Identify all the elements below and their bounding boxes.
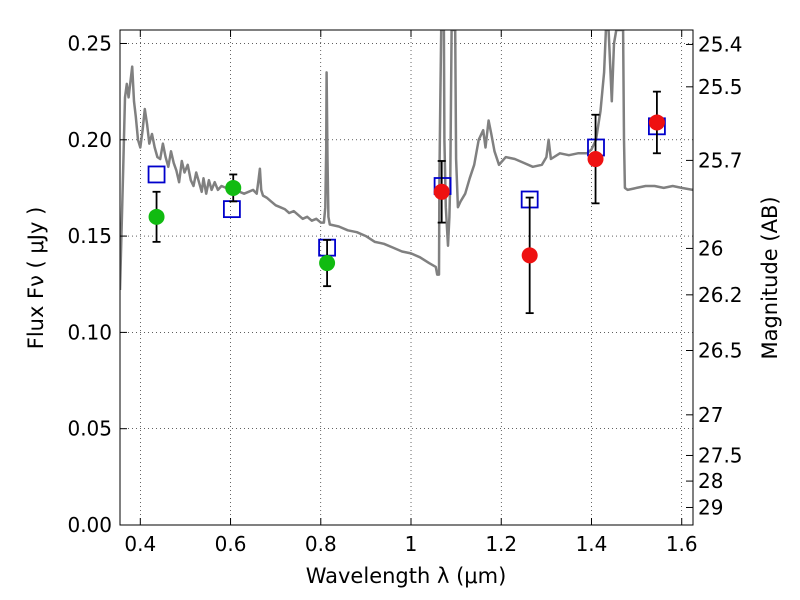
observed-flux-point xyxy=(521,247,538,264)
model-sed-line xyxy=(120,30,693,291)
x-tick-label: 1.6 xyxy=(666,532,698,556)
y-tick-label: 0.25 xyxy=(67,31,112,55)
x-tick-label: 1.2 xyxy=(485,532,517,556)
y-tick-label: 0.05 xyxy=(67,417,112,441)
mag-tick-label: 29 xyxy=(698,495,723,519)
mag-tick-label: 27.5 xyxy=(698,443,743,467)
observed-flux-point xyxy=(148,208,165,225)
axis-ticks: 0.4 0.6 0.8 1 1.2 1.4 1.6 0.00 0.05 0.10 0.15 0.20 0… xyxy=(67,30,743,556)
plot-background xyxy=(120,30,693,525)
y-tick-label: 0.10 xyxy=(67,320,112,344)
x-tick-label: 1 xyxy=(405,532,418,556)
photometry-points xyxy=(147,90,666,315)
x-tick-label: 0.8 xyxy=(305,532,337,556)
x-tick-label: 1.4 xyxy=(576,532,608,556)
mag-tick-label: 25.4 xyxy=(698,32,743,56)
mag-tick-label: 26 xyxy=(698,236,723,260)
x-tick-label: 0.6 xyxy=(215,532,247,556)
plot-frame xyxy=(119,29,694,526)
x-axis-title: Wavelength λ (μm) xyxy=(306,564,507,588)
observed-flux-point xyxy=(433,183,450,200)
model-sed-series xyxy=(120,30,693,291)
mag-tick-label: 25.7 xyxy=(698,148,743,172)
y-axis-title: Flux Fν ( μJy ) xyxy=(24,207,48,350)
observed-flux-point xyxy=(648,114,665,131)
mag-tick-label: 26.5 xyxy=(698,338,743,362)
y2-axis-title: Magnitude (AB) xyxy=(758,196,782,359)
template-square-marker xyxy=(147,165,166,184)
y-tick-label: 0.20 xyxy=(67,128,112,152)
mag-tick-label: 25.5 xyxy=(698,75,743,99)
grid-lines xyxy=(120,30,693,526)
observed-flux-point xyxy=(225,179,242,196)
mag-tick-label: 27 xyxy=(698,403,723,427)
x-tick-label: 0.4 xyxy=(124,532,156,556)
observed-flux-point xyxy=(319,255,336,272)
observed-flux-point xyxy=(587,151,604,168)
mag-tick-label: 28 xyxy=(698,469,723,493)
mag-tick-label: 26.2 xyxy=(698,283,743,307)
y-tick-label: 0.15 xyxy=(67,224,112,248)
y-tick-label: 0.00 xyxy=(67,513,112,537)
